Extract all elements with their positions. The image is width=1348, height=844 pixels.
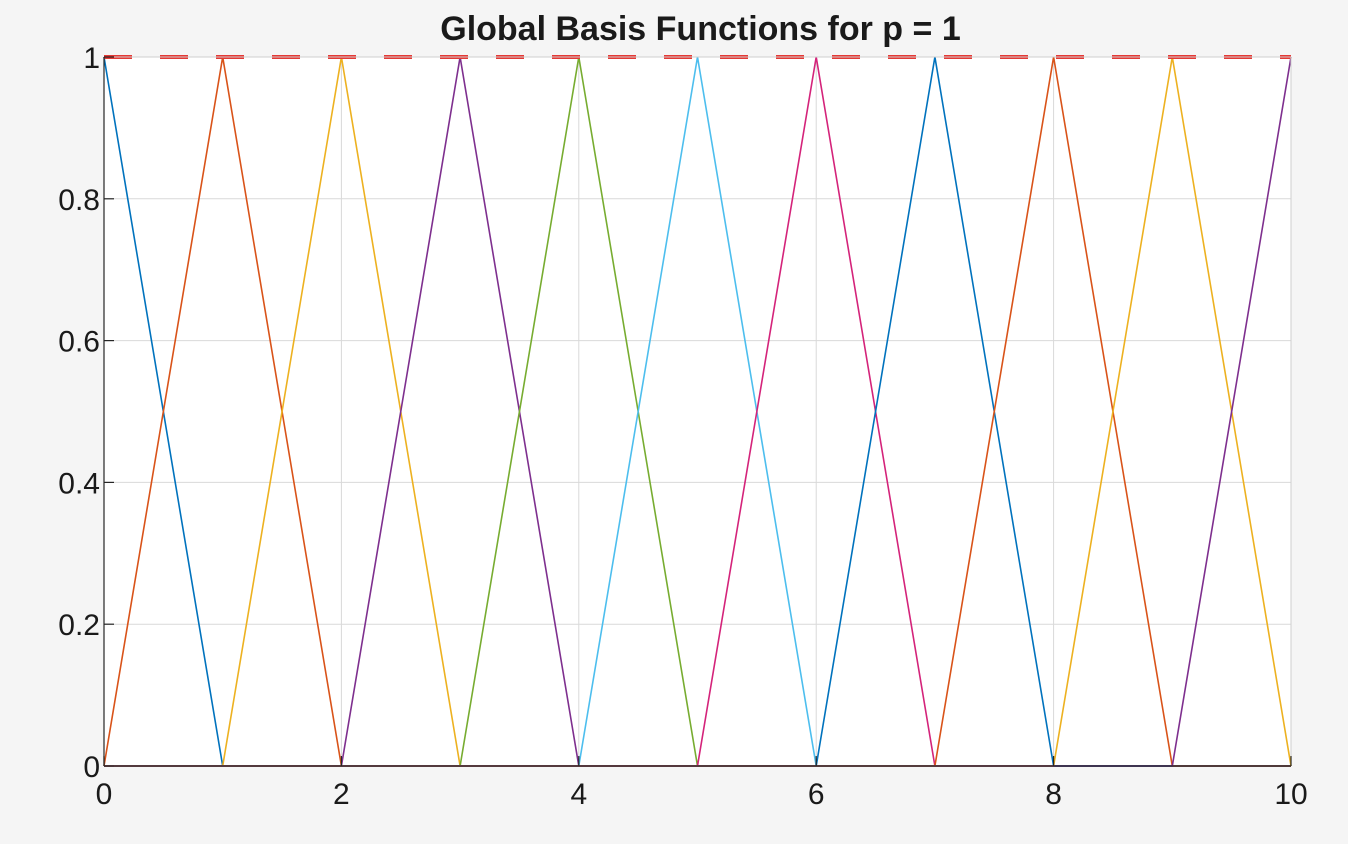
- y-tick-label-0: 0: [83, 751, 100, 784]
- x-tick-label-2: 4: [570, 778, 587, 811]
- x-tick-label-3: 6: [808, 778, 825, 811]
- x-tick-label-0: 0: [96, 778, 113, 811]
- y-tick-label-3: 0.6: [58, 326, 100, 359]
- x-tick-label-4: 8: [1045, 778, 1062, 811]
- y-tick-label-2: 0.4: [58, 467, 100, 500]
- x-tick-label-5: 10: [1274, 778, 1307, 811]
- y-tick-label-5: 1: [83, 42, 100, 75]
- x-tick-label-1: 2: [333, 778, 350, 811]
- y-tick-label-1: 0.2: [58, 609, 100, 642]
- plot-area: [104, 57, 1291, 766]
- tick-labels: 0 2 4 6 8 10 0 0.2 0.4 0.6 0.8 1: [58, 42, 1307, 811]
- chart-title: Global Basis Functions for p = 1: [440, 10, 960, 48]
- axes: [103, 56, 1292, 767]
- y-tick-label-4: 0.8: [58, 184, 100, 217]
